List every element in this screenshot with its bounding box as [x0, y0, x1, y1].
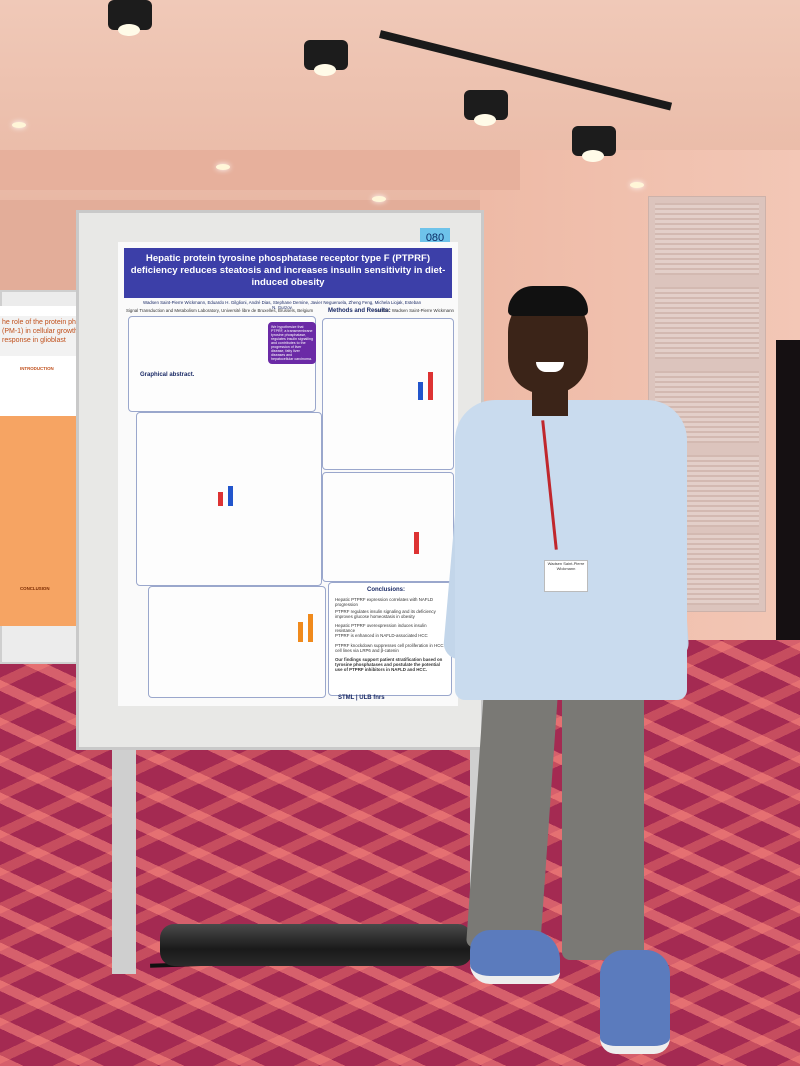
poster-bar-mark [414, 532, 419, 554]
poster-logos: STML | ULB fnrs [338, 695, 385, 701]
results-panel [322, 472, 454, 582]
hypothesis-box: We hypothesize that PTPRF, a transmembra… [268, 322, 316, 364]
poster-bar-mark [298, 622, 303, 642]
results-panel [322, 318, 454, 470]
ceiling-downlight [630, 182, 644, 188]
graphical-abstract-heading: Graphical abstract. [140, 372, 195, 378]
left-poster-section: CONCLUSION [20, 586, 50, 591]
doorway [776, 340, 800, 640]
ceiling-beam [0, 150, 520, 190]
conclusion-item: Hepatic PTPRF expression correlates with… [335, 597, 434, 607]
poster-affiliation: Signal Transduction and Metabolism Labor… [126, 308, 314, 313]
shirt [455, 400, 687, 700]
trousers [562, 660, 644, 960]
conclusions-heading: Conclusions: [367, 587, 406, 593]
closing-statement: Our findings support patient stratificat… [335, 657, 443, 672]
poster-bar-mark [228, 486, 233, 506]
spotlight [572, 126, 616, 162]
ceiling-downlight [372, 196, 386, 202]
research-poster: Hepatic protein tyrosine phosphatase rec… [118, 242, 458, 706]
poster-title: Hepatic protein tyrosine phosphatase rec… [124, 248, 452, 298]
conclusions-box: Conclusions: Hepatic PTPRF expression co… [328, 582, 452, 696]
conclusion-item: PTPRF is enhanced in NAFLD-associated HC… [335, 633, 428, 638]
ceiling-downlight [12, 122, 26, 128]
poster-bar-mark [428, 372, 433, 400]
poster-bar-mark [418, 382, 423, 400]
methods-heading: Methods and Results: [328, 308, 391, 314]
conclusion-item: PTPRF knockdown suppresses cell prolifer… [335, 643, 444, 653]
spotlight [464, 90, 508, 126]
results-panel [148, 586, 326, 698]
poster-tube [160, 924, 472, 966]
ceiling-downlight [216, 164, 230, 170]
poster-contact: Contact: Wadsen Saint-Pierre Wickmann [374, 308, 454, 313]
name-badge: Wadsen Saint-Pierre Wickmann [544, 560, 588, 592]
poster-authors: Wadsen Saint-Pierre Wickmann, Eduardo H.… [142, 300, 422, 310]
sneaker [470, 930, 560, 984]
conclusion-item: PTPRF regulates insulin signaling and it… [335, 609, 436, 619]
hypothesis-text: We hypothesize that PTPRF, a transmembra… [271, 325, 313, 361]
sneaker [600, 950, 670, 1054]
conclusion-item: Hepatic PTPRF overexpression induces ins… [335, 623, 427, 633]
spotlight [304, 40, 348, 76]
poster-bar-mark [218, 492, 223, 506]
spotlight [108, 0, 152, 36]
smile [536, 362, 564, 372]
left-poster-section: INTRODUCTION [20, 366, 54, 371]
hair [508, 286, 588, 316]
board-leg [112, 748, 136, 974]
poster-bar-mark [308, 614, 313, 642]
